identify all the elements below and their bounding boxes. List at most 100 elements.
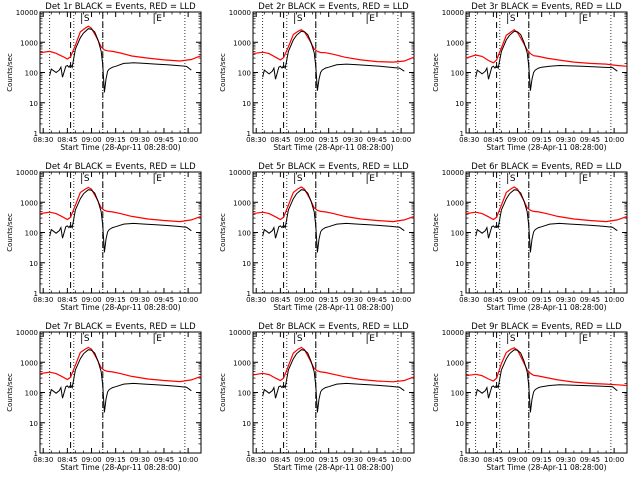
marker-e: E (156, 14, 162, 24)
x-tick-label: 10:00 (178, 456, 198, 464)
x-tick-label: 10:00 (391, 136, 411, 144)
y-tick-label: 10000 (442, 9, 464, 17)
y-axis-label: Counts/sec (6, 53, 14, 92)
series-lld (39, 25, 202, 62)
y-tick-label: 1000 (20, 199, 38, 207)
x-tick-label: 09:30 (556, 136, 576, 144)
x-tick-label: 09:45 (580, 136, 600, 144)
y-tick-label: 10 (242, 420, 251, 428)
x-axis-label: Start Time (28-Apr-11 08:28:00) (60, 463, 180, 472)
series-lld (39, 346, 202, 383)
y-axis-label: Counts/sec (219, 213, 227, 252)
series-events (262, 189, 405, 253)
x-axis-label: Start Time (28-Apr-11 08:28:00) (273, 303, 393, 312)
x-tick-label: 08:45 (483, 296, 503, 304)
y-tick-label: 1000 (233, 199, 251, 207)
y-axis-label: Counts/sec (432, 373, 440, 412)
x-tick-label: 09:00 (81, 136, 101, 144)
x-tick-label: 08:45 (57, 136, 77, 144)
y-tick-label: 1 (34, 130, 38, 138)
y-axis-label: Counts/sec (6, 373, 14, 412)
marker-s: S (510, 14, 516, 24)
panel-5: Det 5r BLACK = Events, RED = LLD 1 10 100 10… (219, 162, 415, 312)
y-tick-label: 1 (460, 290, 464, 298)
x-axis-label: Start Time (28-Apr-11 08:28:00) (273, 463, 393, 472)
y-tick-label: 1000 (233, 359, 251, 367)
x-tick-label: 10:00 (391, 456, 411, 464)
y-tick-label: 100 (25, 390, 38, 398)
x-axis-label: Start Time (28-Apr-11 08:28:00) (486, 303, 606, 312)
y-tick-label: 100 (238, 390, 251, 398)
y-tick-label: 100 (451, 70, 464, 78)
x-tick-label: 09:00 (294, 136, 314, 144)
y-tick-label: 10 (242, 260, 251, 268)
x-tick-label: 08:30 (459, 456, 479, 464)
panel-title: Det 8r BLACK = Events, RED = LLD (258, 322, 409, 332)
x-tick-label: 08:30 (246, 136, 266, 144)
x-tick-label: 08:45 (57, 456, 77, 464)
x-tick-label: 09:30 (130, 296, 150, 304)
x-axis-label: Start Time (28-Apr-11 08:28:00) (60, 303, 180, 312)
y-axis-label: Counts/sec (219, 53, 227, 92)
x-tick-label: 08:30 (246, 456, 266, 464)
y-tick-label: 1 (460, 130, 464, 138)
x-tick-label: 08:30 (33, 456, 53, 464)
y-tick-label: 1000 (446, 199, 464, 207)
x-tick-label: 09:15 (319, 136, 339, 144)
panel-9: Det 9r BLACK = Events, RED = LLD 1 10 100 10… (432, 322, 628, 472)
panel-8: Det 8r BLACK = Events, RED = LLD 1 10 100 10… (219, 322, 415, 472)
y-tick-label: 10000 (16, 329, 38, 337)
x-tick-label: 09:15 (532, 296, 552, 304)
x-tick-label: 09:00 (81, 296, 101, 304)
x-tick-label: 08:45 (483, 136, 503, 144)
x-tick-label: 08:30 (246, 296, 266, 304)
x-tick-label: 10:00 (604, 456, 624, 464)
x-tick-label: 09:30 (130, 136, 150, 144)
marker-s: S (297, 334, 303, 344)
x-tick-label: 10:00 (604, 296, 624, 304)
marker-e: E (369, 14, 375, 24)
x-axis-label: Start Time (28-Apr-11 08:28:00) (273, 143, 393, 152)
panel-title: Det 6r BLACK = Events, RED = LLD (471, 162, 622, 172)
x-tick-label: 08:45 (483, 456, 503, 464)
y-tick-label: 1 (247, 130, 251, 138)
x-tick-label: 09:15 (106, 296, 126, 304)
series-lld (465, 28, 628, 67)
x-tick-label: 09:45 (580, 456, 600, 464)
series-lld (39, 186, 202, 223)
x-tick-label: 10:00 (178, 296, 198, 304)
panel-title: Det 3r BLACK = Events, RED = LLD (471, 2, 622, 12)
x-tick-label: 10:00 (178, 136, 198, 144)
x-tick-label: 09:00 (507, 296, 527, 304)
panel-1: Det 1r BLACK = Events, RED = LLD 1 10 100 10… (6, 2, 202, 152)
y-tick-label: 10000 (16, 169, 38, 177)
x-tick-label: 09:00 (81, 456, 101, 464)
panel-title: Det 5r BLACK = Events, RED = LLD (258, 162, 409, 172)
x-tick-label: 09:45 (154, 296, 174, 304)
y-tick-label: 1000 (20, 39, 38, 47)
x-tick-label: 09:15 (532, 456, 552, 464)
y-tick-label: 10 (242, 100, 251, 108)
x-tick-label: 09:30 (343, 136, 363, 144)
marker-s: S (297, 174, 303, 184)
y-tick-label: 10000 (16, 9, 38, 17)
y-tick-label: 1000 (446, 39, 464, 47)
x-tick-label: 08:30 (33, 296, 53, 304)
y-tick-label: 1 (34, 290, 38, 298)
y-tick-label: 10000 (442, 329, 464, 337)
y-tick-label: 10 (29, 100, 38, 108)
panel-title: Det 2r BLACK = Events, RED = LLD (258, 2, 409, 12)
x-tick-label: 08:45 (57, 296, 77, 304)
panel-2: Det 2r BLACK = Events, RED = LLD 1 10 100 10… (219, 2, 415, 152)
x-tick-label: 08:45 (270, 296, 290, 304)
panel-7: Det 7r BLACK = Events, RED = LLD 1 10 100 10… (6, 322, 202, 472)
y-axis-label: Counts/sec (432, 53, 440, 92)
y-axis-label: Counts/sec (219, 373, 227, 412)
x-tick-label: 08:45 (270, 136, 290, 144)
marker-e: E (582, 334, 588, 344)
series-events (49, 28, 192, 93)
y-tick-label: 10000 (229, 9, 251, 17)
y-tick-label: 1000 (446, 359, 464, 367)
x-tick-label: 10:00 (391, 296, 411, 304)
panel-6: Det 6r BLACK = Events, RED = LLD 1 10 100 10… (432, 162, 628, 312)
